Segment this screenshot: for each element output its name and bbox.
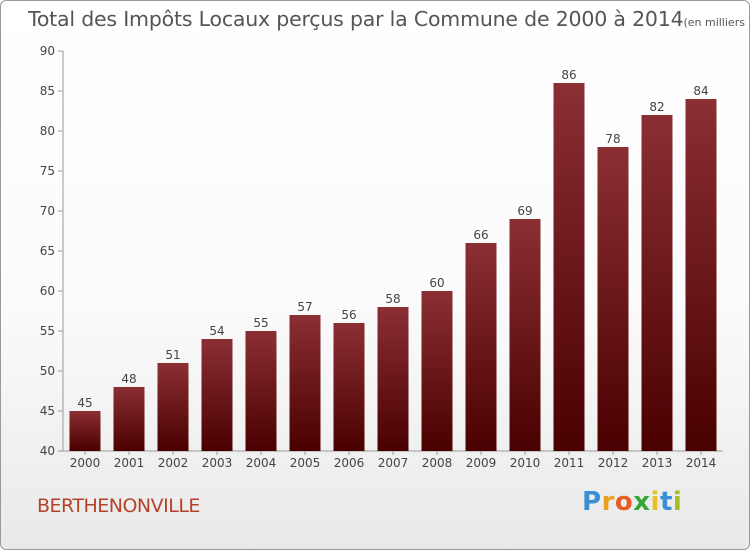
y-tick-label: 85 bbox=[40, 84, 55, 98]
commune-name: BERTHENONVILLE bbox=[37, 495, 200, 517]
bar bbox=[685, 99, 717, 451]
bar bbox=[333, 323, 365, 451]
bar bbox=[157, 363, 189, 451]
value-label: 82 bbox=[649, 100, 664, 114]
logo-letter: t bbox=[659, 487, 673, 517]
title-unit: (en milliers d'€) bbox=[683, 16, 749, 29]
value-label: 56 bbox=[341, 308, 356, 322]
x-tick-label: 2002 bbox=[158, 456, 189, 470]
bar bbox=[201, 339, 233, 451]
x-tick-label: 2013 bbox=[642, 456, 673, 470]
bar bbox=[465, 243, 497, 451]
value-label: 55 bbox=[253, 316, 268, 330]
bar bbox=[509, 219, 541, 451]
value-label: 78 bbox=[605, 132, 620, 146]
logo-letter: x bbox=[633, 487, 651, 517]
x-tick-label: 2009 bbox=[466, 456, 497, 470]
bar bbox=[113, 387, 145, 451]
x-tick-label: 2004 bbox=[246, 456, 277, 470]
x-tick-label: 2006 bbox=[334, 456, 365, 470]
x-tick-label: 2003 bbox=[202, 456, 233, 470]
value-label: 69 bbox=[517, 204, 532, 218]
y-tick-label: 60 bbox=[40, 284, 55, 298]
bar bbox=[377, 307, 409, 451]
x-tick-label: 2000 bbox=[70, 456, 101, 470]
value-label: 51 bbox=[165, 348, 180, 362]
x-tick-label: 2001 bbox=[114, 456, 145, 470]
x-tick-label: 2012 bbox=[598, 456, 629, 470]
y-tick-label: 65 bbox=[40, 244, 55, 258]
value-label: 58 bbox=[385, 292, 400, 306]
proxiti-logo: Proxiti bbox=[582, 487, 682, 517]
bars bbox=[69, 83, 717, 451]
axes: 40 45 50 55 60 65 70 75 80 85 90 2000 2001 2002 2003 20… bbox=[40, 44, 723, 470]
value-label: 48 bbox=[121, 372, 136, 386]
x-tick-label: 2014 bbox=[686, 456, 717, 470]
y-tick-label: 50 bbox=[40, 364, 55, 378]
x-tick-label: 2007 bbox=[378, 456, 409, 470]
logo-letter: o bbox=[614, 487, 634, 517]
y-tick-label: 40 bbox=[40, 444, 55, 458]
y-tick-label: 75 bbox=[40, 164, 55, 178]
x-tick-label: 2008 bbox=[422, 456, 453, 470]
logo-letter: r bbox=[601, 487, 615, 517]
bar bbox=[421, 291, 453, 451]
y-tick-label: 70 bbox=[40, 204, 55, 218]
y-tick-label: 90 bbox=[40, 44, 55, 58]
x-tick-label: 2010 bbox=[510, 456, 541, 470]
value-label: 54 bbox=[209, 324, 224, 338]
value-label: 86 bbox=[561, 68, 576, 82]
value-label: 45 bbox=[77, 396, 92, 410]
y-tick-label: 45 bbox=[40, 404, 55, 418]
y-tick-label: 55 bbox=[40, 324, 55, 338]
y-tick-label: 80 bbox=[40, 124, 55, 138]
logo-letter: i bbox=[650, 487, 660, 517]
value-labels: 45 48 51 54 55 57 56 58 60 66 69 86 78 82 84 bbox=[77, 68, 708, 410]
x-tick-label: 2011 bbox=[554, 456, 585, 470]
bar bbox=[245, 331, 277, 451]
value-label: 66 bbox=[473, 228, 488, 242]
bar bbox=[641, 115, 673, 451]
value-label: 57 bbox=[297, 300, 312, 314]
bar bbox=[69, 411, 101, 451]
value-label: 84 bbox=[693, 84, 708, 98]
value-label: 60 bbox=[429, 276, 444, 290]
bar bbox=[597, 147, 629, 451]
logo-letter: P bbox=[582, 487, 602, 517]
chart-title: Total des Impôts Locaux perçus par la Co… bbox=[28, 7, 749, 31]
title-text: Total des Impôts Locaux perçus par la Co… bbox=[28, 7, 684, 31]
logo-letter: i bbox=[672, 487, 683, 517]
bar bbox=[553, 83, 585, 451]
bar bbox=[289, 315, 321, 451]
x-tick-label: 2005 bbox=[290, 456, 321, 470]
